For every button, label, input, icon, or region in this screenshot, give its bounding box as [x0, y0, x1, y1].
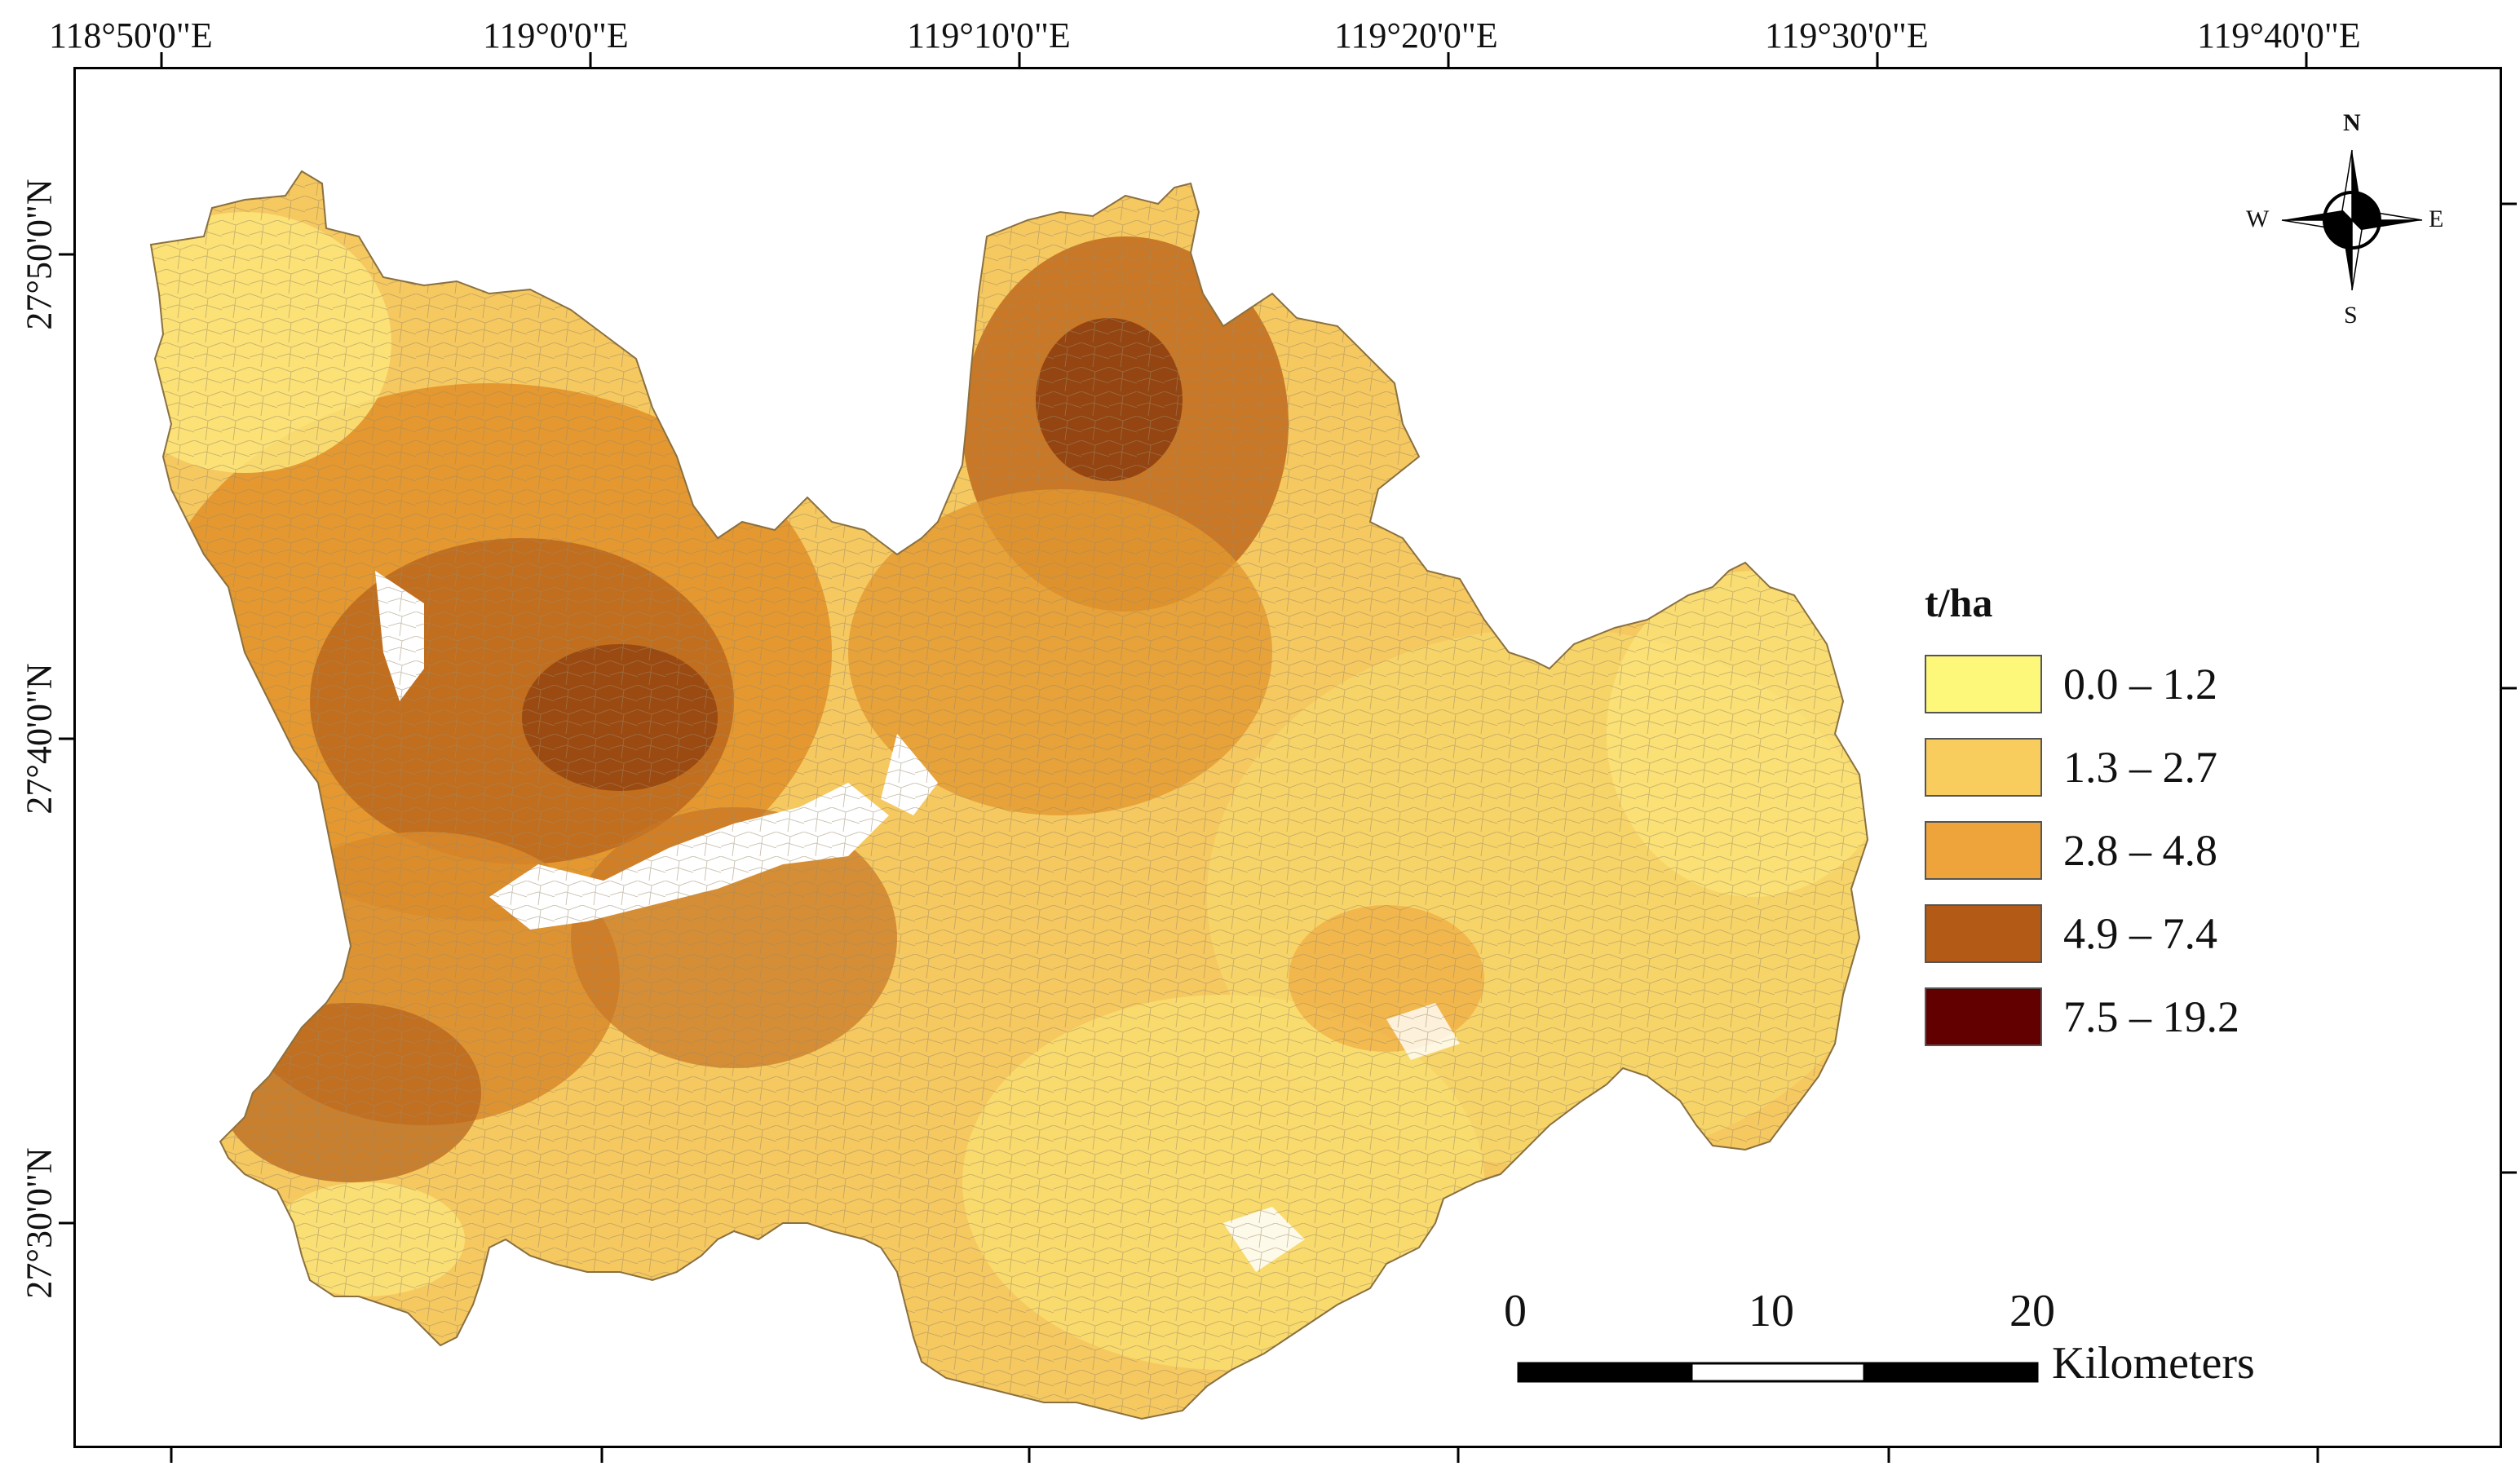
scale-tick-label: 20	[2009, 1286, 2055, 1336]
scale-unit-label: Kilometers	[2052, 1338, 2255, 1389]
legend-swatch	[1925, 655, 2042, 713]
legend-label: 7.5 – 19.2	[2063, 992, 2239, 1041]
frame-ticks	[59, 52, 2517, 1463]
compass-west-label: W	[2246, 205, 2270, 232]
legend-label: 4.9 – 7.4	[2063, 909, 2217, 958]
north-arrow-icon	[2281, 149, 2423, 291]
lon-tick-label: 119°0'0"E	[483, 15, 629, 55]
lon-tick-label: 119°10'0"E	[907, 15, 1071, 55]
legend-item: 7.5 – 19.2	[1925, 975, 2239, 1058]
legend-swatch	[1925, 987, 2042, 1046]
scale-tick-label: 0	[1504, 1286, 1527, 1336]
legend-item: 4.9 – 7.4	[1925, 892, 2239, 975]
legend-item: 2.8 – 4.8	[1925, 809, 2239, 892]
lon-tick-label: 119°20'0"E	[1334, 15, 1498, 55]
legend: t/ha 0.0 – 1.2 1.3 – 2.7 2.8 – 4.8 4.9 –…	[1925, 579, 2239, 1058]
legend-swatch	[1925, 904, 2042, 963]
legend-label: 0.0 – 1.2	[2063, 660, 2217, 709]
compass-south-label: S	[2344, 302, 2358, 329]
legend-item: 1.3 – 2.7	[1925, 726, 2239, 809]
lon-tick-label: 118°50'0"E	[49, 15, 213, 55]
scale-bar	[1517, 1362, 2039, 1383]
lon-tick-label: 119°30'0"E	[1765, 15, 1929, 55]
legend-label: 2.8 – 4.8	[2063, 826, 2217, 875]
region-outline	[149, 170, 1869, 1420]
compass-east-label: E	[2429, 205, 2444, 232]
legend-item: 0.0 – 1.2	[1925, 643, 2239, 726]
lon-tick-label: 119°40'0"E	[2197, 15, 2361, 55]
legend-swatch	[1925, 821, 2042, 880]
compass-north-label: N	[2343, 109, 2361, 136]
legend-swatch	[1925, 738, 2042, 797]
legend-title: t/ha	[1925, 580, 1993, 625]
map-frame	[73, 67, 2502, 1448]
legend-label: 1.3 – 2.7	[2063, 743, 2217, 792]
scale-tick-label: 10	[1749, 1286, 1794, 1336]
